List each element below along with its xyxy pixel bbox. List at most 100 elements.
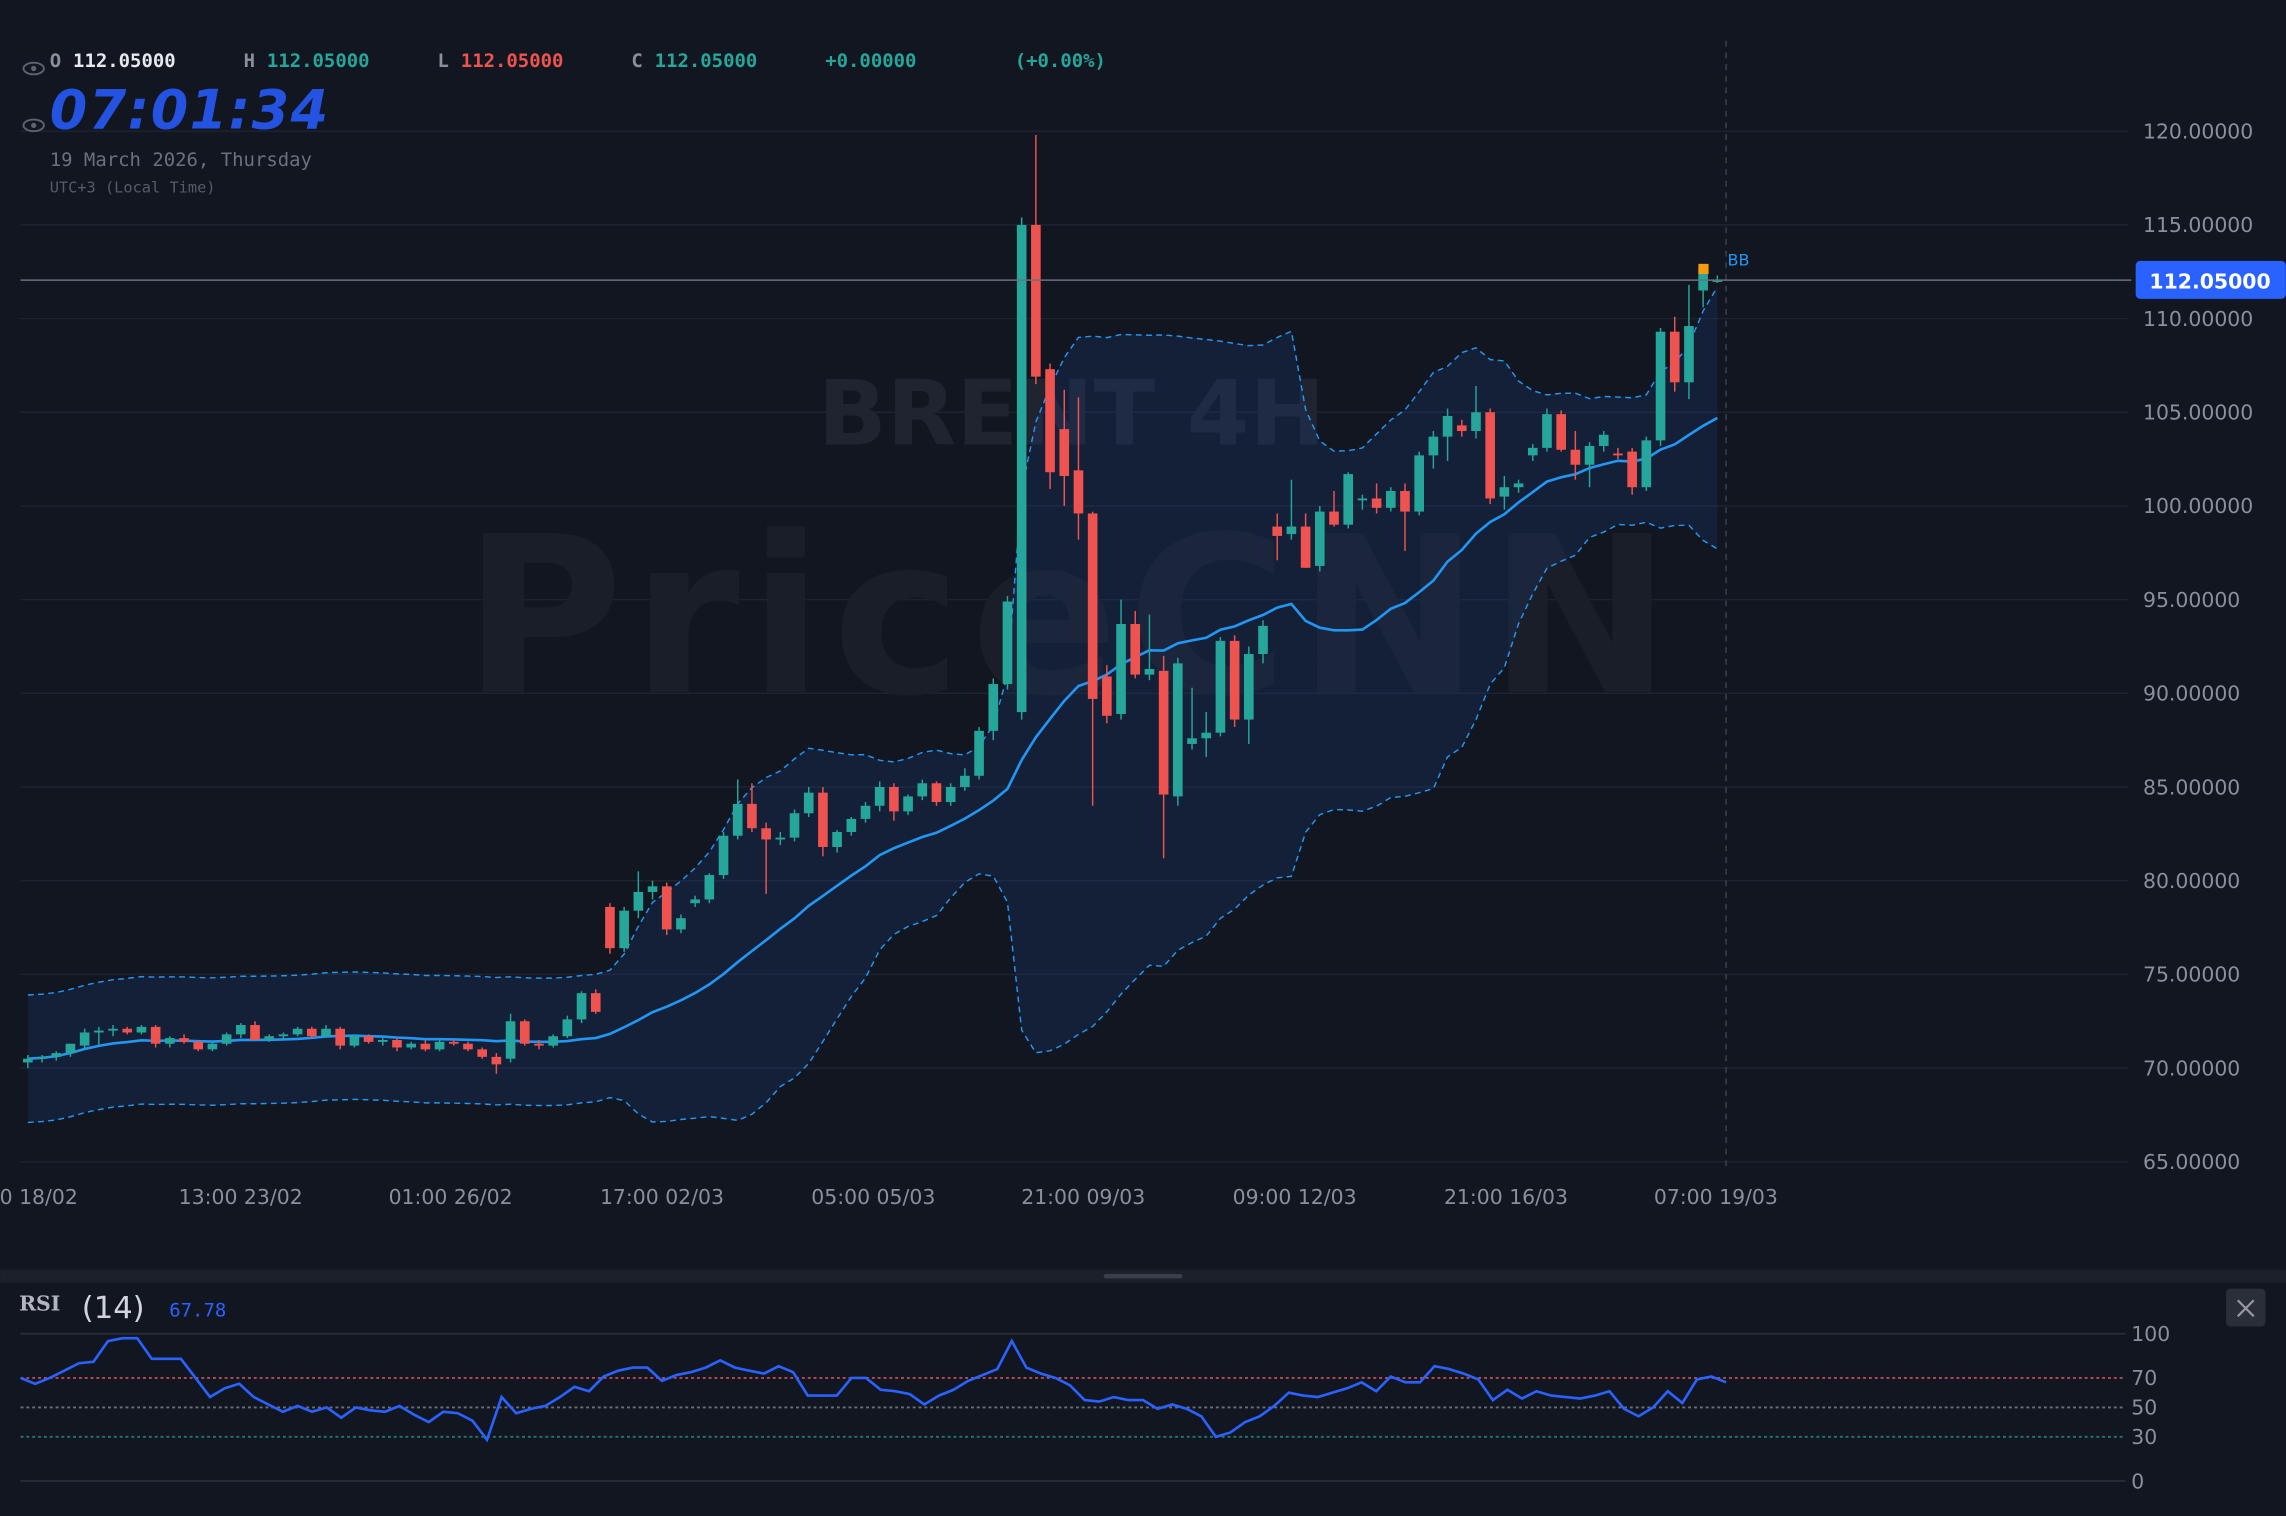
candle-body (1613, 453, 1623, 456)
candle (448, 1039, 459, 1046)
open-value: 112.05000 (73, 50, 176, 72)
candle-body (633, 891, 644, 911)
candle (633, 871, 644, 919)
candle-body (732, 803, 743, 836)
candle (818, 787, 828, 857)
time-tick-label: 13:00 23/02 (179, 1185, 303, 1209)
candle-body (1286, 526, 1297, 535)
candle-body (1385, 490, 1396, 508)
candle-body (250, 1024, 260, 1040)
rsi-tick-label: 30 (2131, 1425, 2157, 1449)
candle-body (377, 1039, 388, 1042)
candle (647, 880, 658, 900)
candle (136, 1024, 147, 1035)
candle-body (846, 818, 857, 832)
candle-body (1300, 526, 1311, 568)
candle (917, 779, 928, 801)
price-axis[interactable]: 120.00000 115.00000 110.00000 105.00000 100.… (2143, 119, 2253, 1174)
candle (1244, 646, 1254, 744)
rsi-period: (14) (82, 1291, 145, 1326)
candle-body (434, 1041, 445, 1050)
eye-icon[interactable] (22, 61, 45, 76)
candle (1598, 430, 1609, 452)
candle (1527, 444, 1538, 461)
candle-body (193, 1041, 204, 1050)
candle (1613, 447, 1623, 460)
candle (1073, 397, 1084, 540)
candle-body (718, 835, 729, 876)
candle-body (1669, 331, 1680, 383)
candle-body (165, 1038, 175, 1044)
candle (661, 882, 672, 936)
candle-body (1102, 676, 1112, 716)
candle (1229, 635, 1240, 728)
candle (94, 1026, 104, 1046)
time-tick-label: 01:00 26/02 (389, 1185, 513, 1209)
rsi-close-button[interactable] (2226, 1288, 2266, 1327)
price-tick-label: 100.00000 (2143, 494, 2253, 518)
candle (1669, 316, 1680, 392)
candle (1272, 513, 1283, 561)
close-icon[interactable] (2236, 1299, 2255, 1318)
candle-body (392, 1039, 402, 1048)
candle-body (519, 1021, 530, 1044)
candle-body (1655, 331, 1666, 441)
rsi-tick-label: 70 (2131, 1366, 2157, 1390)
candle-body (818, 792, 828, 847)
time-tick-label: 21:00 16/03 (1444, 1185, 1568, 1209)
candle (988, 678, 999, 741)
rsi-tick-label: 0 (2131, 1469, 2144, 1493)
candle-body (974, 730, 984, 776)
candle-body (1002, 601, 1013, 684)
candle-body (1513, 483, 1524, 488)
candle (221, 1032, 232, 1046)
candle (1187, 687, 1197, 750)
candle (264, 1034, 275, 1042)
candle-body (661, 886, 672, 930)
pane-resize-handle[interactable] (1103, 1274, 1183, 1279)
candle (1641, 436, 1652, 491)
price-tick-label: 110.00000 (2143, 307, 2253, 331)
candle-body (1442, 416, 1453, 437)
candle-body (860, 805, 871, 819)
eye-icon[interactable] (22, 118, 45, 133)
candle (960, 768, 970, 791)
candle (377, 1038, 388, 1046)
candle (775, 831, 786, 846)
candle-body (1016, 224, 1027, 713)
candle (974, 727, 984, 780)
candle-body (605, 906, 615, 949)
candle-body (179, 1038, 189, 1042)
price-tick-label: 65.00000 (2143, 1150, 2240, 1174)
candle-body (1073, 470, 1084, 514)
candle (874, 781, 885, 812)
candle-body (51, 1053, 62, 1057)
time-tick-label: 17:00 02/03 (600, 1185, 724, 1209)
candle-body (775, 837, 786, 840)
candle-body (704, 875, 715, 900)
candle (1684, 284, 1694, 400)
candle-body (917, 783, 928, 797)
candle (1357, 494, 1368, 510)
bb-middle-sma (27, 416, 1718, 1061)
candle (846, 817, 857, 836)
candle-body (122, 1028, 133, 1033)
candle (718, 831, 729, 879)
candle (1712, 275, 1723, 283)
candle (1570, 430, 1581, 480)
candle (1428, 430, 1439, 469)
candle-body (960, 775, 970, 788)
candle (434, 1039, 445, 1052)
candle (931, 781, 942, 806)
candle-body (1456, 425, 1467, 431)
candle-body (292, 1028, 303, 1035)
candle-body (448, 1041, 459, 1044)
price-tick-label: 80.00000 (2143, 869, 2240, 893)
time-axis[interactable]: 00 18/02 13:00 23/02 01:00 26/02 17:00 02/0… (0, 1185, 1778, 1209)
low-value: 112.05000 (461, 50, 564, 72)
candle (1556, 410, 1566, 452)
time-tick-label: 05:00 05/03 (811, 1185, 935, 1209)
candle (548, 1034, 558, 1048)
